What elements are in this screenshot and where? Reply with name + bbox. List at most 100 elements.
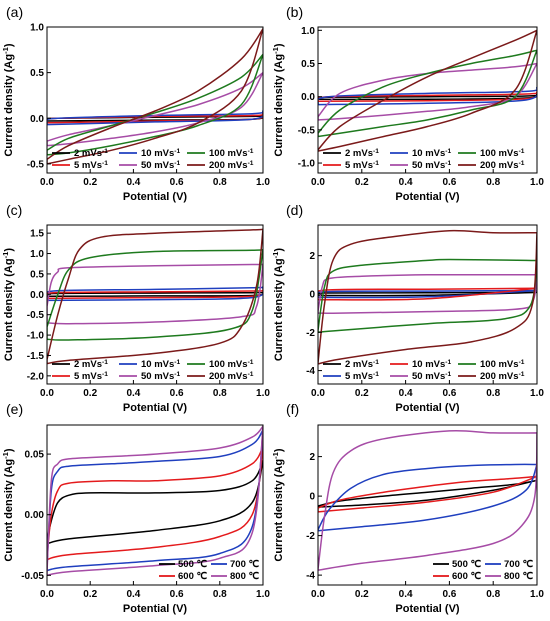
x-axis-label: Potential (V) <box>123 191 188 203</box>
y-tick-label: 0.5 <box>301 59 315 70</box>
legend-label: 10 mVs-1 <box>412 359 451 371</box>
legend: 2 mVs-15 mVs-1 10 mVs-150 mVs-1 100 mVs-12… <box>323 359 525 383</box>
legend-label: 10 mVs-1 <box>141 148 180 160</box>
legend-label: 200 mVs-1 <box>209 371 254 383</box>
y-axis-label: Current density (Ag-1) <box>271 43 286 157</box>
y-tick-label: 0.5 <box>30 269 44 280</box>
y-axis-label: Current density (Ag-1) <box>1 448 16 562</box>
panel-label: (e) <box>6 401 23 417</box>
x-tick-label: 0.0 <box>311 177 325 188</box>
panel-label: (a) <box>6 4 23 20</box>
legend-label: 50 mVs-1 <box>141 371 180 383</box>
y-tick-label: 0.0 <box>30 290 44 301</box>
x-tick-label: 0.0 <box>311 388 325 399</box>
legend-label: 600 ℃ <box>178 571 207 582</box>
cv-curve-2-mvs-1 <box>318 93 537 101</box>
y-tick-label: 1.5 <box>30 229 44 240</box>
x-tick-label: 0.6 <box>170 388 184 399</box>
cv-curve-100-mvs-1 <box>318 258 537 334</box>
legend-label: 200 mVs-1 <box>209 160 254 172</box>
x-axis-label: Potential (V) <box>123 603 188 615</box>
x-tick-label: 0.6 <box>442 589 456 600</box>
legend-label: 5 mVs-1 <box>345 160 379 172</box>
cv-curve-50-mvs-1 <box>47 263 263 325</box>
plot-area <box>318 429 537 571</box>
y-tick-label: 2 <box>309 452 315 463</box>
cv-curve-200-mvs-1 <box>318 229 537 365</box>
plot-area <box>47 425 263 577</box>
x-tick-label: 1.0 <box>256 177 270 188</box>
legend-label: 2 mVs-1 <box>345 359 379 371</box>
x-axis-label: Potential (V) <box>395 191 460 203</box>
y-tick-label: -1.0 <box>27 331 45 342</box>
y-axis-label: Current density (Ag-1) <box>1 248 16 362</box>
y-tick-label: 1.0 <box>301 26 315 37</box>
x-tick-label: 0.6 <box>170 589 184 600</box>
x-tick-label: 0.0 <box>311 589 325 600</box>
y-tick-label: 0.0 <box>30 114 44 125</box>
y-tick-label: -2 <box>306 328 315 339</box>
cv-curve-200-mvs-1 <box>47 28 263 165</box>
x-tick-label: 0.0 <box>40 589 54 600</box>
y-tick-label: -2.0 <box>27 371 45 382</box>
panel-label: (d) <box>286 202 303 218</box>
y-tick-label: 0 <box>309 492 315 503</box>
x-tick-label: 1.0 <box>530 589 544 600</box>
plot-area <box>318 29 537 152</box>
x-tick-label: 0.2 <box>83 177 97 188</box>
legend-label: 10 mVs-1 <box>412 148 451 160</box>
legend-label: 500 ℃ <box>452 559 481 570</box>
x-tick-label: 0.8 <box>213 589 227 600</box>
panel-label: (c) <box>6 202 22 218</box>
axes-frame <box>317 26 538 174</box>
y-tick-label: 0.0 <box>301 92 315 103</box>
y-tick-label: 2 <box>309 251 315 262</box>
legend-label: 800 ℃ <box>504 571 533 582</box>
x-tick-label: 0.4 <box>399 589 413 600</box>
legend-label: 2 mVs-1 <box>74 148 108 160</box>
legend-label: 50 mVs-1 <box>412 371 451 383</box>
x-tick-label: 0.6 <box>442 388 456 399</box>
legend-label: 2 mVs-1 <box>345 148 379 160</box>
panel-label: (f) <box>286 401 299 417</box>
x-tick-label: 0.2 <box>355 388 369 399</box>
panel-b: (b) 0.0 0.2 0.4 0.6 0.8 1.0 -1.0 -0.5 0.0 0.5 1.0 Po… <box>271 4 545 203</box>
panel-c: (c) 0.0 0.2 0.4 0.6 0.8 1.0 -2.0 -1.5 -1.0 -0.5 0.0… <box>1 202 271 414</box>
axes-frame <box>46 26 264 174</box>
x-axis-label: Potential (V) <box>395 402 460 414</box>
cv-curve-600- <box>318 475 537 513</box>
y-tick-label: -0.05 <box>21 571 44 582</box>
x-tick-label: 0.2 <box>355 589 369 600</box>
legend-label: 100 mVs-1 <box>480 148 525 160</box>
axes-frame <box>317 224 538 385</box>
cv-curve-500- <box>318 479 537 508</box>
legend-label: 5 mVs-1 <box>345 371 379 383</box>
x-tick-label: 0.8 <box>213 388 227 399</box>
panel-a: (a) 0.0 0.2 0.4 0.6 0.8 1.0 -0.5 0.0 0.5 1.0 Potent… <box>1 4 271 203</box>
y-tick-label: -2 <box>306 531 315 542</box>
x-tick-label: 0.4 <box>126 388 140 399</box>
y-axis-label: Current density (Ag-1) <box>271 448 286 562</box>
x-tick-label: 0.2 <box>83 388 97 399</box>
x-tick-label: 0.8 <box>486 388 500 399</box>
x-tick-label: 0.4 <box>399 388 413 399</box>
cv-curve-100-mvs-1 <box>47 53 263 156</box>
y-tick-label: -0.5 <box>298 125 316 136</box>
legend-label: 700 ℃ <box>504 559 533 570</box>
x-axis-label: Potential (V) <box>395 603 460 615</box>
panel-label: (b) <box>286 4 303 20</box>
legend: 2 mVs-15 mVs-1 10 mVs-150 mVs-1 100 mVs-12… <box>323 148 525 172</box>
cv-curve-5-mvs-1 <box>47 289 263 300</box>
x-tick-label: 0.0 <box>40 177 54 188</box>
legend-label: 100 mVs-1 <box>209 359 254 371</box>
axes-frame <box>46 424 264 586</box>
y-tick-label: 1.0 <box>30 249 44 260</box>
legend-label: 50 mVs-1 <box>412 160 451 172</box>
legend-label: 100 mVs-1 <box>480 359 525 371</box>
cv-curve-700- <box>318 463 537 532</box>
cv-curve-500- <box>47 459 263 545</box>
cv-curve-2-mvs-1 <box>47 291 263 298</box>
